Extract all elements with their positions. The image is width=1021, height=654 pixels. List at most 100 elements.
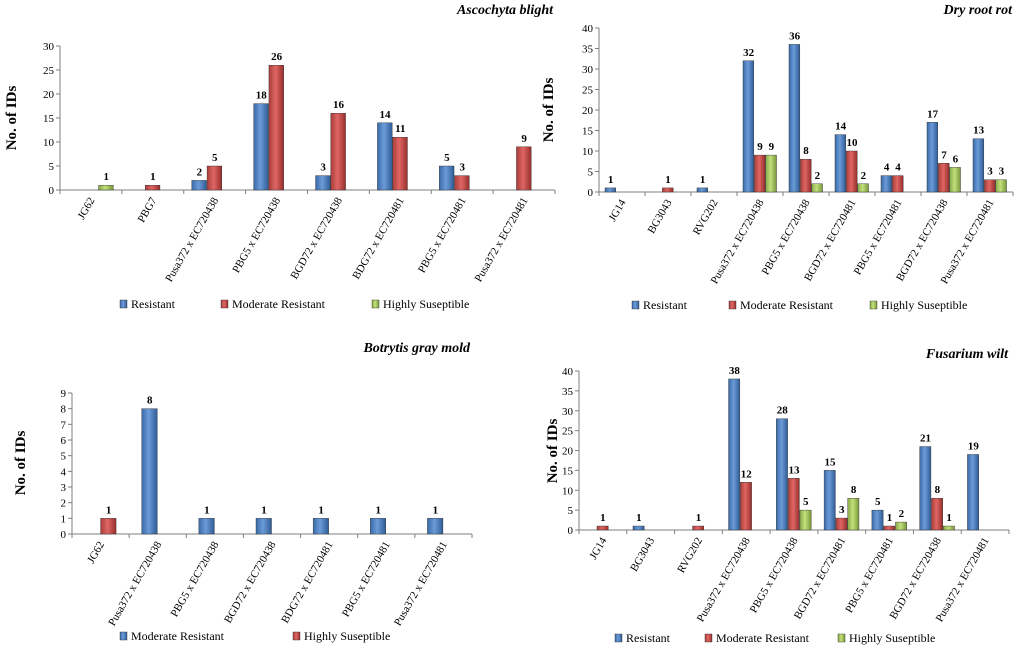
data-label: 32 <box>743 47 755 59</box>
bar-highly-suseptible <box>799 509 812 531</box>
y-tick-label: 5 <box>61 451 67 463</box>
data-label: 2 <box>197 166 203 178</box>
data-label: 1 <box>636 512 642 524</box>
category-label: PBG5 x EC720438 <box>748 535 801 615</box>
y-tick-label: 10 <box>562 485 574 497</box>
y-tick-label: 2 <box>61 498 67 510</box>
y-tick-label: 0 <box>61 529 67 541</box>
data-label: 6 <box>953 153 959 165</box>
bar-highly-suseptible <box>765 154 777 193</box>
data-label: 3 <box>987 166 993 178</box>
y-tick-label: 40 <box>562 366 574 378</box>
data-label: 1 <box>150 171 156 183</box>
category-label: JG62 <box>76 196 98 222</box>
bar-moderate-resistant <box>883 525 896 531</box>
data-label: 5 <box>803 496 809 508</box>
bar-resistant <box>742 60 755 193</box>
bar-moderate-resistant <box>198 518 215 535</box>
legend-swatch <box>292 631 301 641</box>
bar-resistant <box>632 525 645 531</box>
legend-label: Moderate Resistant <box>740 298 834 312</box>
data-label: 2 <box>861 170 867 182</box>
data-label: 21 <box>920 433 931 445</box>
data-label: 11 <box>395 123 405 135</box>
data-label: 28 <box>777 405 789 417</box>
data-label: 5 <box>212 152 218 164</box>
y-tick-label: 25 <box>562 426 574 438</box>
chart-panel-3: Botrytis gray mold No. of IDs 0 1 2 3 4 5 6 7 8 9 JG… <box>13 341 473 643</box>
category-label: BG3043 <box>646 197 675 236</box>
y-tick-label: 15 <box>562 465 574 477</box>
legend-swatch <box>631 300 640 310</box>
data-label: 10 <box>847 137 859 149</box>
bar-moderate-resistant <box>800 158 812 193</box>
data-label: 17 <box>927 108 939 120</box>
category-label: PBG5 x EC720481 <box>416 196 469 276</box>
data-label: 1 <box>261 504 267 516</box>
bar-resistant <box>776 418 788 531</box>
data-label: 38 <box>729 365 741 377</box>
data-label: 4 <box>884 162 890 174</box>
bar-highly-suseptible <box>100 518 117 535</box>
category-label: BG3043 <box>628 535 657 574</box>
bar-moderate-resistant <box>662 187 674 193</box>
data-label: 8 <box>803 145 809 157</box>
category-label: BDG72 x EC720481 <box>279 540 336 626</box>
data-label: 1 <box>318 504 324 516</box>
data-label: 1 <box>946 512 952 524</box>
category-label: JG14 <box>587 535 609 562</box>
bar-resistant <box>191 180 207 191</box>
y-tick-label: 8 <box>61 404 67 416</box>
y-tick-label: 20 <box>43 89 55 101</box>
category-label: PBG5 x EC720481 <box>852 198 905 278</box>
legend-label: Highly Suseptible <box>881 298 967 312</box>
bar-highly-suseptible <box>857 183 869 193</box>
data-label: 1 <box>204 504 210 516</box>
bar-highly-suseptible <box>847 498 860 531</box>
y-tick-label: 20 <box>562 446 574 458</box>
legend-label: Resistant <box>643 298 688 312</box>
y-tick-label: 5 <box>588 167 594 179</box>
legend-label: Moderate Resistant <box>131 629 225 643</box>
data-label: 1 <box>696 512 702 524</box>
y-tick-label: 6 <box>61 435 67 447</box>
bar-moderate-resistant <box>392 136 408 191</box>
category-label: BGD72 x EC720438 <box>222 539 279 625</box>
bar-resistant <box>604 187 617 193</box>
data-label: 8 <box>935 484 941 496</box>
legend-swatch <box>220 299 229 309</box>
legend-label: Highly Suseptible <box>849 631 935 645</box>
bar-resistant <box>919 446 932 531</box>
category-label: PBG5 x EC720438 <box>230 195 283 275</box>
bar-moderate-resistant <box>370 518 386 535</box>
bar-resistant <box>788 44 801 193</box>
bar-moderate-resistant <box>312 518 329 535</box>
data-label: 9 <box>769 141 775 153</box>
data-label: 1 <box>376 504 382 516</box>
data-label: 1 <box>103 171 109 183</box>
bar-moderate-resistant <box>984 179 996 193</box>
category-label: PBG5 x EC720438 <box>760 197 813 277</box>
bar-moderate-resistant <box>787 478 800 531</box>
category-label: PBG7 <box>136 195 160 225</box>
data-label: 9 <box>521 133 527 145</box>
bar-moderate-resistant <box>268 64 284 191</box>
category-label: Pusa372 x EC720481 <box>392 540 450 629</box>
y-tick-label: 5 <box>568 505 574 517</box>
y-tick-label: 5 <box>49 161 55 173</box>
legend-label: Moderate Resistant <box>716 631 810 645</box>
y-tick-label: 0 <box>568 525 574 537</box>
y-tick-label: 15 <box>43 113 55 125</box>
y-tick-label: 0 <box>588 187 594 199</box>
data-label: 1 <box>433 504 439 516</box>
category-label: BGD72 x EC720438 <box>894 197 951 283</box>
data-label: 16 <box>333 99 345 111</box>
y-tick-label: 9 <box>61 388 67 400</box>
bar-resistant <box>823 470 836 531</box>
bar-moderate-resistant <box>846 150 858 193</box>
y-axis-label: No. of IDs <box>545 419 561 484</box>
bar-moderate-resistant <box>330 112 346 191</box>
legend-label: Moderate Resistant <box>232 297 326 311</box>
data-label: 3 <box>839 504 845 516</box>
